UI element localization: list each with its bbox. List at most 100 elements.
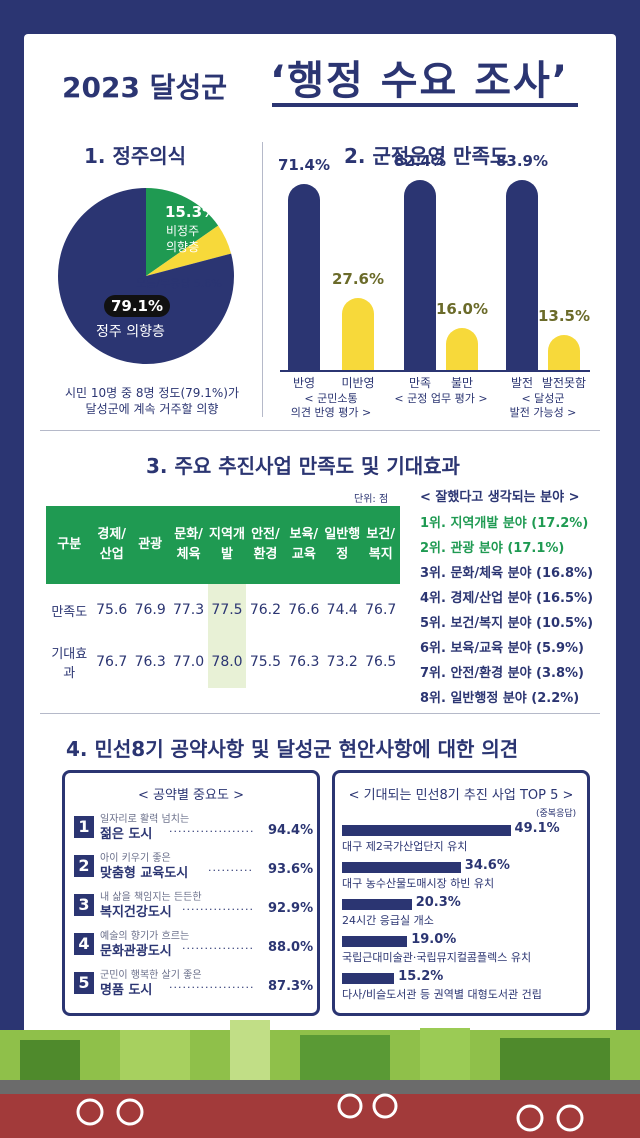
rank-item: 8위. 일반행정 분야 (2.2%)	[420, 691, 580, 706]
building-shape	[420, 1028, 470, 1080]
top5-bar	[342, 973, 395, 984]
top5-item: 15.2% 다사/비슬도서관 등 권역별 대형도서관 건립	[342, 969, 578, 1007]
table-cell: 76.6	[288, 602, 320, 618]
pledges-box	[62, 770, 320, 1016]
bar-positive	[288, 183, 320, 370]
table-cell: 75.6	[96, 602, 128, 618]
bar-value-label: 16.0%	[435, 300, 489, 319]
town-illustration	[0, 1020, 640, 1138]
bar-group-caption: < 달성군 발전 가능성 >	[492, 392, 594, 420]
table-header-cell: 보육/교육	[284, 506, 324, 584]
table-header-cell: 안전/환경	[246, 506, 285, 584]
pledge-number-badge: 2	[74, 855, 94, 877]
top5-chart: 49.1% 대구 제2국가산업단지 유치 34.6% 대구 농수산물도매시장 하빈 유…	[342, 821, 578, 1007]
pledges-title: < 공약별 중요도 >	[138, 788, 244, 803]
table-cell: 76.3	[134, 654, 166, 670]
rank-item: 4위. 경제/산업 분야 (16.5%)	[420, 591, 594, 606]
bicycle-wheel-icon	[76, 1098, 104, 1126]
pledge-name: 문화관광도시	[100, 944, 172, 959]
top5-value: 49.1%	[514, 821, 560, 836]
top5-label: 대구 제2국가산업단지 유치	[342, 840, 468, 853]
table-header-cell: 구분	[46, 506, 93, 584]
pie-slice-leave	[146, 188, 219, 276]
top5-item: 19.0% 국립근대미술관·국립뮤지컬콤플렉스 유치	[342, 932, 578, 970]
unit-label: 단위: 점	[354, 494, 389, 505]
rank-list: 1위. 지역개발 분야 (17.2%) 2위. 관광 분야 (17.1%) 3위. …	[420, 511, 610, 711]
bar-group-caption: < 군정 업무 평가 >	[390, 392, 492, 406]
pledge-name: 명품 도시	[100, 983, 153, 998]
pledge-subtitle: 내 삶을 책임지는 든든한	[100, 892, 202, 903]
bar-category-label: 불만	[450, 376, 474, 390]
bar-negative	[446, 328, 478, 370]
bicycle-wheel-icon	[516, 1104, 544, 1132]
table-cell: 76.5	[365, 654, 397, 670]
house-shape	[120, 1030, 190, 1080]
bar-positive	[506, 180, 538, 370]
top5-bar	[342, 825, 511, 836]
table-header-cell: 일반행정	[323, 506, 362, 584]
rank-item: 2위. 관광 분야 (17.1%)	[420, 541, 565, 556]
leader-dots: ····················	[169, 825, 254, 838]
project-score-table: 구분 경제/산업 관광 문화/체육 지역개발 안전/환경 보육/교육 일반행정 보건/복지 만족도…	[46, 506, 400, 688]
row-label: 만족도	[51, 604, 88, 620]
bar-category-label: 발전못함	[541, 376, 587, 390]
leader-dots: ····················	[182, 942, 254, 955]
bar-negative	[342, 297, 374, 370]
bar-value-label: 83.9%	[495, 152, 549, 170]
pie-slice-stay	[57, 188, 234, 364]
leave-label-2: 의향층	[166, 240, 200, 254]
top5-item: 49.1% 대구 제2국가산업단지 유치	[342, 821, 578, 859]
caption-line: 의견 반영 평가 >	[290, 406, 372, 419]
table-cell: 77.3	[172, 602, 205, 618]
top5-value: 34.6%	[464, 858, 510, 873]
caption-line: < 군정 업무 평가 >	[394, 392, 488, 405]
table-cell: 76.7	[365, 602, 397, 618]
rank-item: 6위. 보육/교육 분야 (5.9%)	[420, 641, 584, 656]
top5-note: (중복응답)	[536, 809, 577, 819]
top5-label: 24시간 응급실 개소	[342, 914, 434, 927]
section2-heading: 2. 군정운영 만족도	[344, 144, 509, 168]
rank-item: 5위. 보건/복지 분야 (10.5%)	[420, 616, 594, 631]
road	[0, 1080, 640, 1094]
pledge-value: 93.6%	[268, 862, 314, 877]
top5-title: < 기대되는 민선8기 추진 사업 TOP 5 >	[348, 788, 574, 803]
table-header-cell: 지역개발	[207, 506, 247, 584]
house-shape	[300, 1035, 390, 1080]
bar-category-label: 만족	[408, 376, 432, 390]
bar-group-caption: < 군민소통 의견 반영 평가 >	[274, 392, 388, 420]
table-cell: 77.0	[172, 654, 205, 670]
leave-label-1: 비정주	[166, 224, 200, 238]
pie-slice-unknown	[146, 225, 232, 276]
bar-value-label: 82.4%	[393, 152, 447, 170]
pledge-value: 92.9%	[268, 901, 314, 916]
title-year: 2023 달성군	[62, 71, 227, 104]
title-underline	[272, 103, 578, 107]
top5-label: 대구 농수산물도매시장 하빈 유치	[342, 877, 495, 890]
stay-pct-badge: 79.1%	[104, 295, 170, 317]
pledge-number-badge: 3	[74, 894, 94, 916]
table-header-cell: 관광	[130, 506, 170, 584]
pledge-value: 88.0%	[268, 940, 314, 955]
pledge-number-badge: 4	[74, 933, 94, 955]
table-header-cell: 문화/체육	[169, 506, 208, 584]
s1-caption-2: 달성군에 계속 거주할 의향	[85, 402, 219, 416]
top5-value: 15.2%	[398, 969, 444, 984]
table-header-cell: 보건/복지	[361, 506, 400, 584]
rank-item: 7위. 안전/환경 분야 (3.8%)	[420, 666, 584, 681]
table-cell: 76.9	[134, 602, 166, 618]
pledge-subtitle: 아이 키우기 좋은	[100, 853, 171, 864]
section4-heading: 4. 민선8기 공약사항 및 달성군 현안사항에 대한 의견	[66, 737, 519, 761]
bar-category-label: 반영	[292, 376, 316, 390]
top5-label: 다사/비슬도서관 등 권역별 대형도서관 건립	[342, 988, 542, 1001]
rank-title: < 잘했다고 생각되는 분야 >	[420, 490, 580, 505]
rank-item: 1위. 지역개발 분야 (17.2%)	[420, 516, 589, 531]
top5-bar	[342, 862, 461, 873]
pledge-subtitle: 일자리로 활력 넘치는	[100, 814, 190, 825]
pledge-subtitle: 예술의 향기가 흐르는	[100, 931, 190, 942]
caption-line: < 달성군	[521, 392, 565, 405]
table-cell: 78.0	[207, 636, 247, 688]
satisfaction-bar-chart: 71.4% 반영 27.6% 미반영 < 군민소통 의견 반영 평가 > 82.4% 만족 16…	[278, 152, 610, 425]
top5-bar	[342, 936, 408, 947]
